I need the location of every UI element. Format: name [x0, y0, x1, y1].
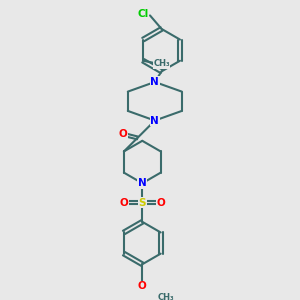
Text: O: O	[138, 281, 147, 291]
Text: CH₃: CH₃	[153, 59, 170, 68]
Text: O: O	[156, 197, 165, 208]
Text: CH₃: CH₃	[158, 292, 174, 300]
Text: N: N	[138, 178, 147, 188]
Text: O: O	[120, 197, 128, 208]
Text: N: N	[150, 116, 159, 126]
Text: Cl: Cl	[138, 8, 149, 19]
Text: S: S	[139, 197, 146, 208]
Text: N: N	[150, 77, 159, 87]
Text: O: O	[118, 129, 127, 139]
